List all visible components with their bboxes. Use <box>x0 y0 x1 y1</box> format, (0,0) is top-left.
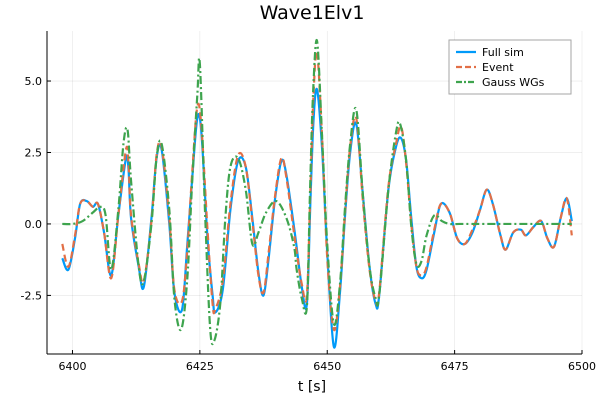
x-tick-label: 6425 <box>186 360 214 373</box>
legend-label: Gauss WGs <box>482 76 545 89</box>
tick-labels: 6400 6425 6450 6475 6500 -2.5 0.0 2.5 5.0 <box>21 75 596 373</box>
series-line-gauss-wgs <box>62 39 572 346</box>
x-tick-label: 6400 <box>58 360 86 373</box>
x-tick-label: 6450 <box>313 360 341 373</box>
axes <box>46 31 583 355</box>
series-group <box>61 39 573 349</box>
chart-title: Wave1Elv1 <box>260 2 365 24</box>
x-axis-label: t [s] <box>298 379 326 395</box>
y-tick-label: -2.5 <box>21 289 42 302</box>
y-tick-label: 0.0 <box>25 218 43 231</box>
x-tick-label: 6500 <box>568 360 596 373</box>
y-tick-label: 2.5 <box>25 146 43 159</box>
x-tick-label: 6475 <box>441 360 469 373</box>
legend: Full sim Event Gauss WGs <box>448 39 572 95</box>
legend-label: Event <box>482 61 514 74</box>
legend-label: Full sim <box>482 46 524 59</box>
y-tick-label: 5.0 <box>25 75 43 88</box>
